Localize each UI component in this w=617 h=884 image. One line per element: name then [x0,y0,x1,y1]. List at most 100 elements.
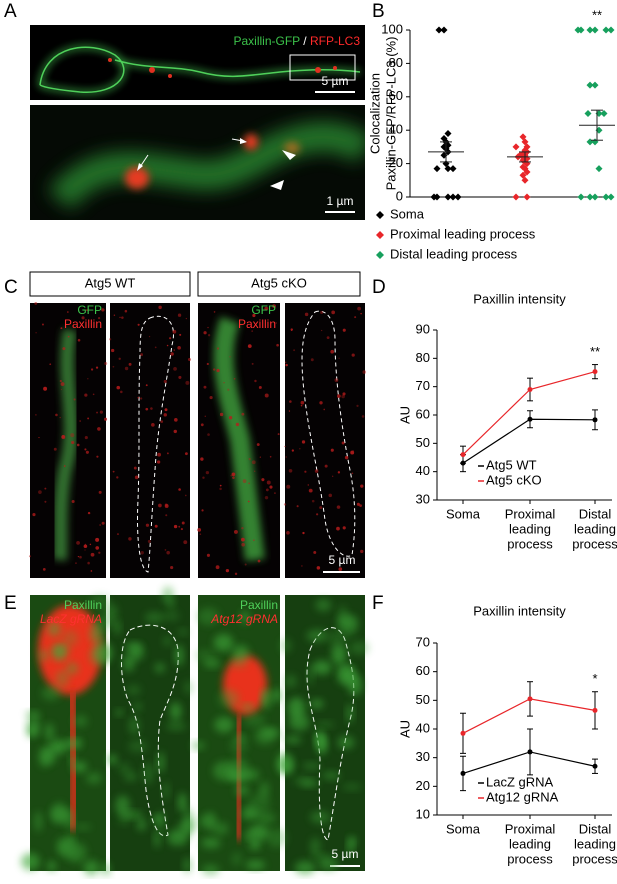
speckle [166,344,169,347]
texture [312,660,332,675]
speckle [307,484,309,486]
y-tick-label: 0 [396,188,403,203]
speckle [62,347,66,351]
scale-label: 5 µm [322,74,349,88]
speckle [241,526,244,530]
speckle [170,565,174,570]
speckle [156,460,161,464]
speckle [244,563,247,566]
speckle [230,475,232,477]
image-label: Paxillin [238,317,276,331]
panel-label: B [372,1,385,22]
speckle [89,543,92,546]
texture [348,836,357,848]
image-label: Paxillin [64,317,102,331]
speckle [84,549,86,551]
speckle [251,362,254,365]
speckle [336,505,341,509]
speckle [203,331,207,335]
speckle [166,550,170,555]
texture [21,852,40,871]
speckle [173,429,177,434]
texture [178,792,187,813]
speckle [140,353,144,356]
texture [191,741,206,750]
speckle [300,404,303,407]
legend-marker [376,231,384,239]
texture [272,688,282,703]
panel-label: C [4,277,18,298]
speckle [301,440,306,444]
speckle [200,423,204,427]
scale-label: 5 µm [329,553,356,567]
speckle [28,555,32,558]
image-label: Paxillin-GFP / RFP-LC3 [233,34,360,48]
speckle [362,370,367,374]
legend-label: LacZ gRNA [486,774,554,789]
speckle [231,472,236,477]
x-tick-label: Proximal [505,506,556,521]
speckle [112,365,115,368]
texture [244,833,253,840]
texture [170,702,182,721]
speckle [323,408,326,411]
speckle [44,500,47,503]
data-point [527,416,533,422]
speckle [337,471,341,474]
speckle [308,488,313,493]
speckle [360,312,362,315]
texture [153,829,161,848]
panel-label: F [372,593,384,614]
speckle [164,549,167,551]
speckle [158,503,162,508]
speckle [201,509,204,512]
y-axis-label: AU [397,406,412,424]
texture [90,594,111,609]
speckle [35,332,37,334]
speckle [53,447,57,451]
texture [143,762,154,785]
data-point [444,193,452,201]
speckle [219,487,222,491]
speckle [183,540,188,545]
speckle [128,362,132,366]
speckle [252,539,255,542]
texture [302,762,321,770]
header-box [197,271,361,297]
speckle [165,514,168,517]
x-tick-label: Distal [579,821,612,836]
speckle [248,457,251,461]
speckle [256,443,260,447]
texture [163,610,180,621]
speckle [34,301,38,305]
texture [174,644,184,666]
data-point [444,130,452,138]
speckle [173,366,177,371]
texture [107,754,118,765]
panel-label: A [4,1,17,22]
texture [128,739,148,753]
speckle [98,490,102,494]
series-line [462,371,596,456]
speckle [265,488,269,492]
speckle [219,484,222,487]
speckle [79,555,82,559]
speckle [301,565,303,567]
speckle [177,346,181,350]
texture [318,857,339,871]
speckle [166,452,169,455]
texture [46,861,57,872]
texture [328,629,347,649]
data-point [607,26,615,34]
y-tick-label: 30 [416,491,430,506]
speckle [112,470,115,473]
speckle [77,555,80,558]
speckle [90,368,94,371]
texture [349,640,369,655]
speckle [288,410,291,412]
texture [331,644,347,665]
speckle [320,310,324,314]
speckle [145,384,148,387]
